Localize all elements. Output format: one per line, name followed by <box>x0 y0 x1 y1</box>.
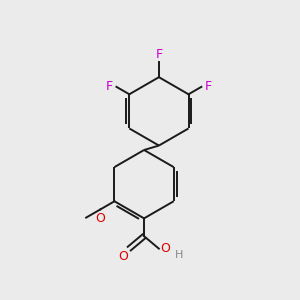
Text: H: H <box>175 250 184 260</box>
Text: O: O <box>118 250 128 263</box>
Text: O: O <box>160 242 170 255</box>
Text: O: O <box>95 212 105 224</box>
Text: F: F <box>106 80 113 93</box>
Text: F: F <box>155 48 163 61</box>
Text: F: F <box>205 80 212 93</box>
